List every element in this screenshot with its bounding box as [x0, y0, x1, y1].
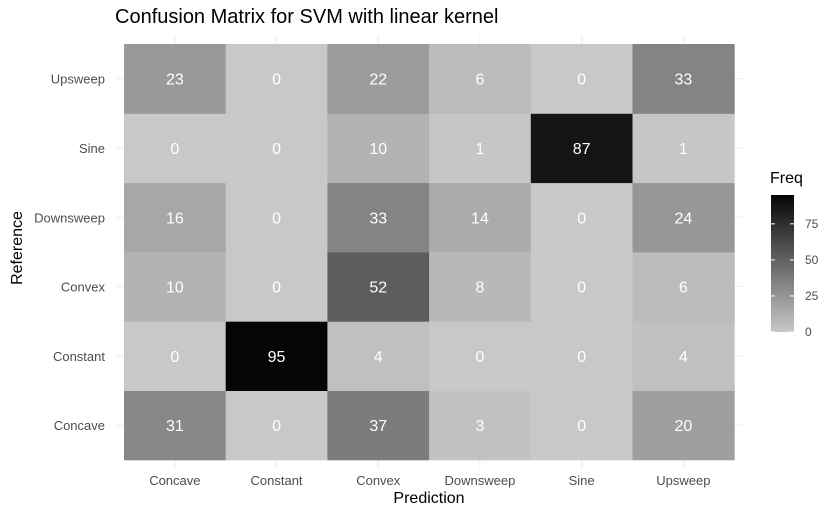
cell-value-label: 0	[170, 349, 179, 366]
heatmap-cell-upsweep-convex	[327, 44, 430, 114]
heatmap-cell-upsweep-downsweep	[429, 44, 532, 114]
cell-value-label: 87	[573, 141, 591, 158]
heatmap-cell-upsweep-concave	[124, 44, 227, 114]
heatmap-cell-convex-upsweep	[632, 251, 735, 322]
y-tick-label: Downsweep	[34, 210, 105, 225]
heatmap-cell-sine-upsweep	[632, 113, 735, 184]
y-axis-title: Reference	[9, 211, 26, 285]
x-tick-label: Concave	[149, 473, 200, 488]
legend-title: Freq	[770, 170, 803, 187]
y-tick-label: Concave	[54, 418, 105, 433]
cell-value-label: 0	[577, 210, 586, 227]
y-axis-ticks: Concave Constant Convex Downsweep Sine Upswee…	[34, 72, 106, 433]
cell-value-label: 0	[475, 349, 484, 366]
heatmap-cell-sine-concave	[124, 113, 227, 184]
cell-value-label: 24	[674, 210, 692, 227]
heatmap-cell-downsweep-upsweep	[632, 182, 735, 253]
cell-value-label: 0	[272, 72, 281, 89]
cell-value-label: 23	[166, 72, 184, 89]
cell-value-label: 33	[369, 210, 387, 227]
cell-value-label: 3	[475, 418, 484, 435]
heatmap-cell-concave-convex	[327, 390, 430, 461]
cell-value-label: 0	[272, 141, 281, 158]
heatmap-cell-sine-sine	[530, 113, 633, 184]
cell-value-label: 0	[577, 72, 586, 89]
x-tick-label: Upsweep	[656, 473, 710, 488]
legend: 0 25 50 75	[771, 195, 819, 339]
heatmap-cell-concave-downsweep	[429, 390, 532, 461]
heatmap-cell-downsweep-concave	[124, 182, 227, 253]
cell-value-label: 0	[272, 418, 281, 435]
y-tick-label: Upsweep	[51, 72, 105, 87]
heatmap-cell-convex-convex	[327, 251, 430, 322]
cell-value-label: 4	[374, 349, 383, 366]
chart-title: Confusion Matrix for SVM with linear ker…	[115, 6, 499, 28]
heatmap-cell-upsweep-upsweep	[632, 44, 735, 114]
legend-tick-label: 50	[805, 253, 819, 267]
heatmap-cell-downsweep-downsweep	[429, 182, 532, 253]
cell-value-label: 0	[170, 141, 179, 158]
cell-value-label: 16	[166, 210, 184, 227]
cell-value-label: 4	[679, 349, 688, 366]
heatmap-cells: 31 0 37 3 0 200 95 4 0 0 410 0 52 8 0 616 0 33 14 0 240 0 10 1 8…	[124, 44, 735, 461]
heatmap-cell-convex-constant	[225, 251, 328, 322]
cell-value-label: 0	[272, 210, 281, 227]
cell-value-label: 10	[166, 280, 184, 297]
y-tick-label: Convex	[61, 280, 106, 295]
x-tick-label: Downsweep	[445, 473, 516, 488]
heatmap-cell-sine-downsweep	[429, 113, 532, 184]
heatmap-cell-concave-sine	[530, 390, 633, 461]
legend-tick-label: 0	[805, 325, 812, 339]
cell-value-label: 0	[577, 280, 586, 297]
cell-value-label: 33	[674, 72, 692, 89]
x-axis-ticks: Concave Constant Convex Downsweep Sine Upswee…	[149, 473, 710, 488]
cell-value-label: 22	[369, 72, 387, 89]
heatmap-cell-concave-constant	[225, 390, 328, 461]
heatmap-cell-sine-constant	[225, 113, 328, 184]
cell-value-label: 95	[268, 349, 286, 366]
heatmap-cell-constant-sine	[530, 321, 633, 391]
cell-value-label: 37	[369, 418, 387, 435]
legend-tick-label: 75	[805, 217, 819, 231]
cell-value-label: 0	[272, 280, 281, 297]
heatmap-cell-convex-concave	[124, 251, 227, 322]
cell-value-label: 0	[577, 418, 586, 435]
heatmap-cell-constant-upsweep	[632, 321, 735, 391]
heatmap-cell-downsweep-constant	[225, 182, 328, 253]
heatmap-cell-downsweep-convex	[327, 182, 430, 253]
cell-value-label: 20	[674, 418, 692, 435]
heatmap-cell-constant-concave	[124, 321, 227, 391]
heatmap-cell-constant-convex	[327, 321, 430, 391]
x-tick-label: Sine	[569, 473, 595, 488]
cell-value-label: 52	[369, 280, 387, 297]
heatmap-cell-upsweep-constant	[225, 44, 328, 114]
cell-value-label: 10	[369, 141, 387, 158]
y-tick-label: Sine	[79, 141, 105, 156]
x-axis-title: Prediction	[393, 490, 465, 507]
heatmap-cell-downsweep-sine	[530, 182, 633, 253]
cell-value-label: 1	[475, 141, 484, 158]
cell-value-label: 0	[577, 349, 586, 366]
heatmap-cell-constant-constant	[225, 321, 328, 391]
cell-value-label: 6	[679, 280, 688, 297]
cell-value-label: 6	[475, 72, 484, 89]
cell-value-label: 1	[679, 141, 688, 158]
heatmap-cell-concave-concave	[124, 390, 227, 461]
heatmap-cell-constant-downsweep	[429, 321, 532, 391]
heatmap-cell-concave-upsweep	[632, 390, 735, 461]
x-tick-label: Constant	[251, 473, 303, 488]
heatmap-cell-upsweep-sine	[530, 44, 633, 114]
y-tick-label: Constant	[53, 349, 105, 364]
heatmap-cell-convex-sine	[530, 251, 633, 322]
heatmap-cell-convex-downsweep	[429, 251, 532, 322]
cell-value-label: 14	[471, 210, 489, 227]
heatmap-cell-sine-convex	[327, 113, 430, 184]
cell-value-label: 31	[166, 418, 184, 435]
legend-tick-label: 25	[805, 289, 819, 303]
legend-colorbar	[771, 195, 794, 332]
x-tick-label: Convex	[356, 473, 401, 488]
cell-value-label: 8	[475, 280, 484, 297]
